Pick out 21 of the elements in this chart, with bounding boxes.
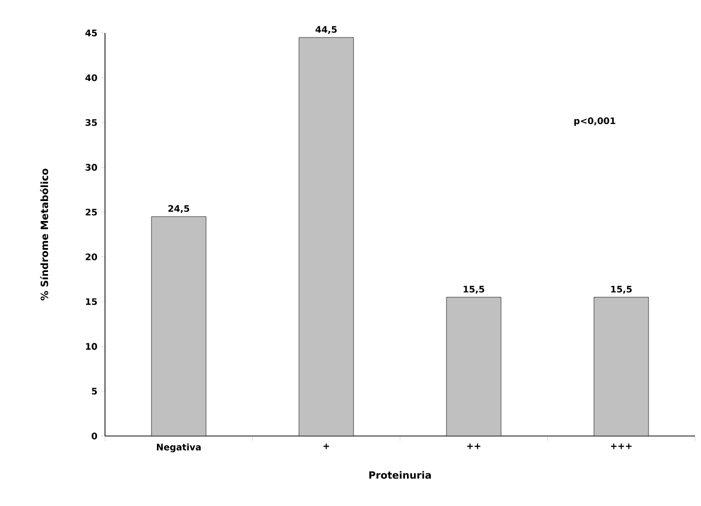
y-tick-label: 5 bbox=[92, 388, 97, 395]
x-tick-label: ++ bbox=[467, 444, 480, 450]
data-label: 24,5 bbox=[168, 205, 190, 214]
data-label: 15,5 bbox=[611, 286, 632, 294]
x-tick-label: Negativa bbox=[156, 444, 201, 452]
y-tick-label: 25 bbox=[86, 208, 97, 216]
data-label: 15,5 bbox=[464, 286, 484, 294]
y-tick-label: 45 bbox=[85, 30, 97, 36]
y-tick-label: 15 bbox=[86, 298, 97, 305]
y-tick-label: 40 bbox=[85, 74, 98, 82]
data-label: 44,5 bbox=[316, 26, 337, 34]
y-axis-title: % Síndrome Metabólico bbox=[40, 168, 48, 300]
x-tick-label: +++ bbox=[610, 444, 632, 450]
annotation: p<0,001 bbox=[574, 117, 616, 126]
y-tick-label: 0 bbox=[92, 432, 98, 440]
y-tick-label: 30 bbox=[86, 164, 98, 171]
x-axis-title: Proteinuria bbox=[369, 471, 431, 479]
x-tick-label: + bbox=[323, 444, 330, 450]
y-tick-label: 35 bbox=[86, 119, 97, 126]
y-tick-label: 20 bbox=[86, 253, 98, 260]
y-tick-label: 10 bbox=[86, 343, 98, 350]
